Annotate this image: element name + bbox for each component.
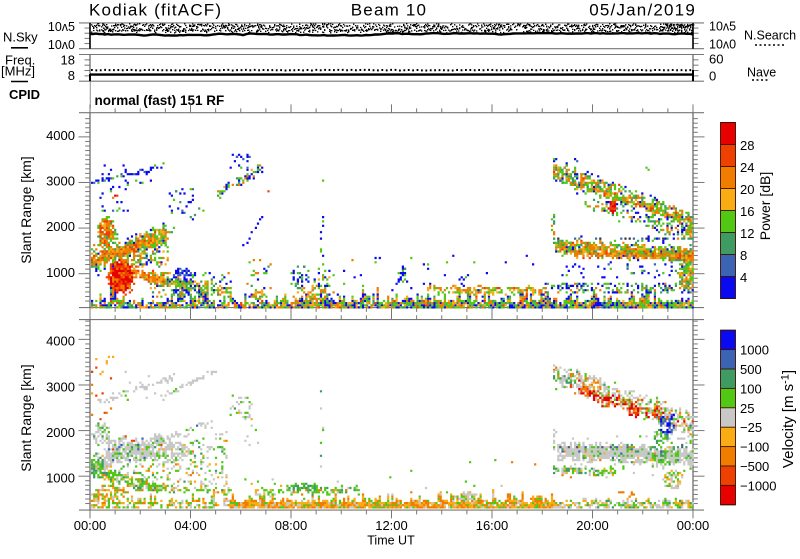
svg-text:8: 8 (740, 248, 747, 263)
svg-text:12:00: 12:00 (375, 518, 408, 533)
svg-text:10ʌ5: 10ʌ5 (48, 20, 75, 34)
svg-text:[MHz]: [MHz] (1, 64, 35, 79)
svg-text:100: 100 (740, 381, 762, 396)
svg-text:60: 60 (709, 52, 723, 67)
svg-text:10ʌ0: 10ʌ0 (709, 38, 736, 52)
svg-text:3000: 3000 (46, 379, 75, 394)
svg-text:Freq.: Freq. (5, 53, 35, 68)
svg-text:0: 0 (709, 69, 716, 84)
svg-text:24: 24 (740, 160, 754, 175)
svg-text:−100: −100 (740, 440, 769, 455)
svg-text:12: 12 (740, 226, 754, 241)
svg-text:1000: 1000 (740, 343, 769, 358)
svg-text:1000: 1000 (46, 471, 75, 486)
svg-text:04:00: 04:00 (174, 518, 207, 533)
svg-text:Time UT: Time UT (367, 534, 415, 548)
svg-text:Nave: Nave (747, 66, 776, 80)
svg-text:Slant Range [km]: Slant Range [km] (18, 364, 34, 471)
svg-text:−25: −25 (740, 420, 762, 435)
svg-text:normal (fast) 151 RF: normal (fast) 151 RF (95, 93, 225, 108)
svg-text:2000: 2000 (46, 425, 75, 440)
svg-text:N.Search: N.Search (744, 29, 796, 43)
svg-text:2000: 2000 (46, 219, 75, 234)
svg-text:28: 28 (740, 138, 754, 153)
svg-text:N.Sky: N.Sky (3, 30, 38, 45)
svg-text:Slant Range [km]: Slant Range [km] (18, 156, 34, 263)
svg-text:10ʌ5: 10ʌ5 (709, 20, 736, 34)
svg-text:08:00: 08:00 (275, 518, 308, 533)
svg-text:CPID: CPID (9, 87, 40, 102)
svg-text:Beam 10: Beam 10 (351, 1, 427, 20)
svg-text:8: 8 (68, 68, 75, 83)
svg-text:10ʌ0: 10ʌ0 (48, 38, 75, 52)
svg-text:18: 18 (61, 53, 75, 68)
svg-text:16:00: 16:00 (476, 518, 509, 533)
svg-text:20:00: 20:00 (576, 518, 609, 533)
svg-text:00:00: 00:00 (677, 518, 710, 533)
svg-text:−500: −500 (740, 459, 769, 474)
svg-text:500: 500 (740, 362, 762, 377)
svg-text:Kodiak (fitACF): Kodiak (fitACF) (89, 1, 222, 20)
svg-text:1000: 1000 (46, 265, 75, 280)
svg-text:20: 20 (740, 182, 754, 197)
svg-text:25: 25 (740, 401, 754, 416)
svg-text:05/Jan/2019: 05/Jan/2019 (589, 1, 696, 20)
svg-text:4000: 4000 (46, 334, 75, 349)
svg-text:3000: 3000 (46, 174, 75, 189)
svg-text:4000: 4000 (46, 128, 75, 143)
svg-text:00:00: 00:00 (74, 518, 107, 533)
svg-text:Power [dB]: Power [dB] (757, 172, 773, 240)
svg-text:4: 4 (740, 270, 747, 285)
svg-text:Velocity [m s-1]: Velocity [m s-1] (780, 370, 798, 468)
svg-text:−1000: −1000 (740, 478, 777, 493)
svg-text:16: 16 (740, 204, 754, 219)
